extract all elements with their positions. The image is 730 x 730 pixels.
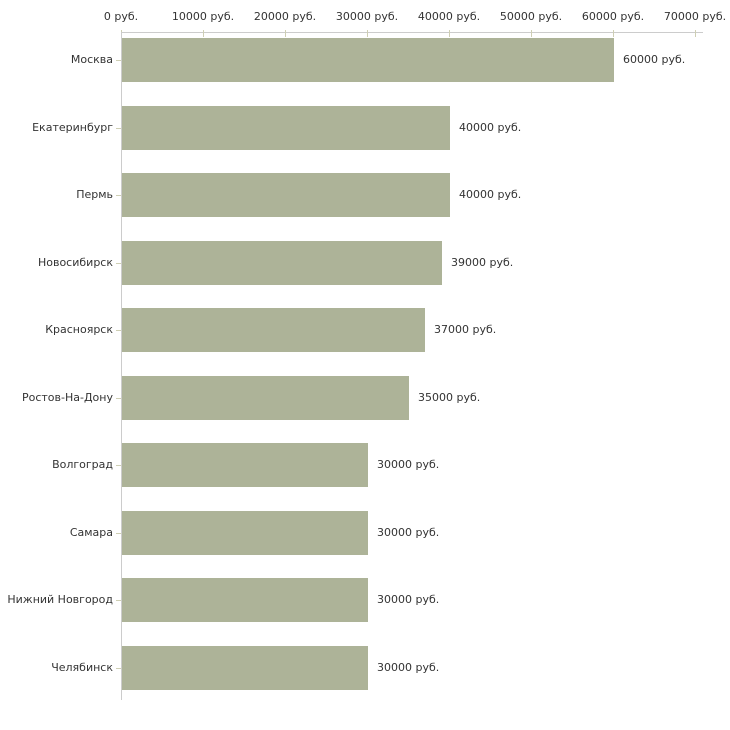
value-label: 30000 руб. (377, 525, 440, 539)
value-label: 30000 руб. (377, 458, 440, 471)
x-axis-tick-label: 0 руб. (103, 10, 139, 23)
x-axis-tick-mark (203, 30, 204, 37)
y-axis-tick-mark (116, 60, 121, 61)
x-axis-tick-mark (449, 30, 450, 37)
bar (122, 105, 450, 150)
x-axis-line (121, 32, 703, 33)
bar (122, 308, 425, 352)
bar (122, 38, 614, 82)
category-label: Самара (69, 525, 113, 539)
bar (122, 645, 368, 690)
value-label: 40000 руб. (459, 188, 522, 201)
category-label: Волгоград (52, 458, 113, 471)
x-axis-tick-mark (695, 30, 696, 37)
value-label: 60000 руб. (623, 53, 686, 66)
y-axis-tick-mark (116, 532, 121, 534)
category-label: Пермь (76, 188, 113, 201)
bar (122, 173, 450, 217)
y-axis-line (121, 32, 122, 700)
x-axis-tick-mark (285, 30, 286, 37)
x-axis-tick-label: 30000 руб. (335, 10, 399, 23)
x-axis-tick-mark (367, 30, 368, 37)
category-label: Новосибирск (37, 255, 113, 269)
y-axis-tick-mark (116, 667, 121, 669)
value-label: 39000 руб. (451, 255, 514, 269)
y-axis-tick-mark (116, 262, 121, 264)
category-label: Нижний Новгород (7, 593, 113, 606)
y-axis-tick-mark (116, 397, 121, 399)
x-axis-tick-label: 70000 руб. (663, 10, 727, 23)
category-label: Челябинск (51, 660, 113, 674)
x-axis-tick-mark (613, 30, 614, 37)
category-label: Москва (70, 53, 113, 66)
bar (122, 578, 368, 622)
bar (122, 443, 368, 487)
y-axis-tick-mark (116, 600, 121, 601)
value-label: 30000 руб. (377, 660, 440, 674)
x-axis-tick-label: 60000 руб. (581, 10, 645, 23)
category-label: Екатеринбург (32, 120, 113, 134)
x-axis-tick-label: 40000 руб. (417, 10, 481, 23)
value-label: 40000 руб. (459, 120, 522, 134)
x-axis-tick-label: 50000 руб. (499, 10, 563, 23)
x-axis-tick-label: 20000 руб. (253, 10, 317, 23)
category-label: Ростов-На-Дону (21, 390, 113, 404)
bar (122, 510, 368, 555)
y-axis-tick-mark (116, 127, 121, 129)
category-label: Красноярск (45, 323, 113, 336)
value-label: 35000 руб. (418, 390, 481, 404)
y-axis-tick-mark (116, 195, 121, 196)
x-axis-tick-label: 10000 руб. (171, 10, 235, 23)
y-axis-tick-mark (116, 330, 121, 331)
bar (122, 240, 442, 285)
value-label: 30000 руб. (377, 593, 440, 606)
value-label: 37000 руб. (434, 323, 497, 336)
y-axis-tick-mark (116, 465, 121, 466)
x-axis-tick-mark (531, 30, 532, 37)
bar (122, 375, 409, 420)
